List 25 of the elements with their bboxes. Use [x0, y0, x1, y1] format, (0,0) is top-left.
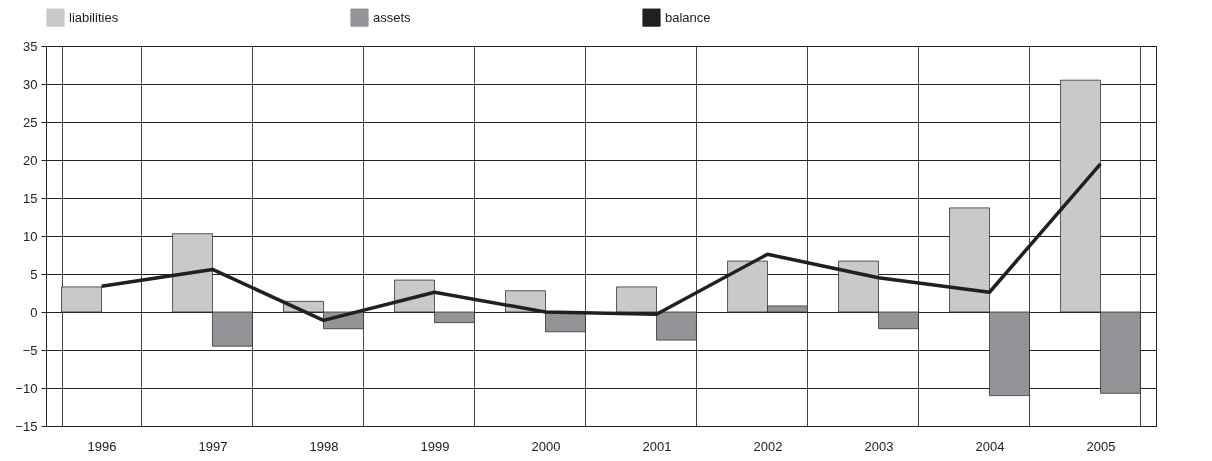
y-tick-label: 0	[30, 304, 38, 320]
legend-label: liabilities	[69, 9, 119, 25]
y-tick-label: 30	[23, 76, 38, 92]
legend-label: balance	[665, 9, 711, 25]
y-tick-label: −5	[22, 342, 38, 358]
y-tick-label: −15	[15, 418, 38, 434]
x-tick-label: 1998	[309, 438, 339, 454]
x-tick-label: 2000	[531, 438, 561, 454]
x-tick-label: 2002	[753, 438, 783, 454]
legend-label: assets	[373, 9, 412, 25]
y-tick-label: 25	[23, 114, 38, 130]
y-tick-label: 15	[23, 190, 38, 206]
y-tick-label: 20	[23, 152, 38, 168]
y-tick-label: 5	[30, 266, 38, 282]
x-tick-label: 2005	[1086, 438, 1116, 454]
y-tick-label: 10	[23, 228, 38, 244]
x-tick-label: 1997	[198, 438, 228, 454]
bar	[61, 286, 102, 313]
y-tick-label: 35	[23, 38, 38, 54]
y-tick-label: −10	[15, 380, 38, 396]
x-tick-label: 2003	[864, 438, 894, 454]
x-tick-label: 1999	[420, 438, 450, 454]
x-tick-label: 2001	[642, 438, 672, 454]
x-tick-label: 1996	[87, 438, 117, 454]
x-tick-label: 2004	[975, 438, 1005, 454]
